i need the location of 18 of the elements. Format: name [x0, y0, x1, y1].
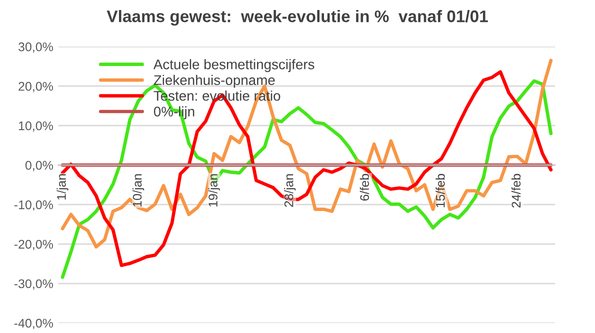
x-tick-label: 15/feb [436, 174, 445, 208]
chart-title: Vlaams gewest: week-evolutie in % vanaf 01/01 [106, 10, 488, 26]
y-tick-label: -30,0% [14, 279, 54, 290]
y-tick-label: 10,0% [18, 121, 54, 132]
x-tick-label: 1/jan [56, 174, 68, 200]
x-tick-label: 28/jan [284, 174, 296, 207]
y-tick-label: -10,0% [14, 200, 54, 211]
y-tick-label: 30,0% [18, 42, 54, 53]
legend-label: Actuele besmettingscijfers [153, 59, 314, 72]
x-tick-label: 6/feb [360, 174, 370, 201]
y-tick-label: -20,0% [14, 240, 54, 250]
x-tick-label: 24/feb [511, 174, 521, 208]
x-tick-label: 10/jan [132, 174, 144, 207]
legend-label: Ziekenhuis-opname [154, 74, 275, 88]
y-tick-label: -40,0% [14, 318, 54, 330]
x-tick-label: 19/jan [208, 174, 220, 207]
y-tick-label: 20,0% [18, 82, 54, 92]
y-tick-label: 0,0% [25, 160, 54, 172]
